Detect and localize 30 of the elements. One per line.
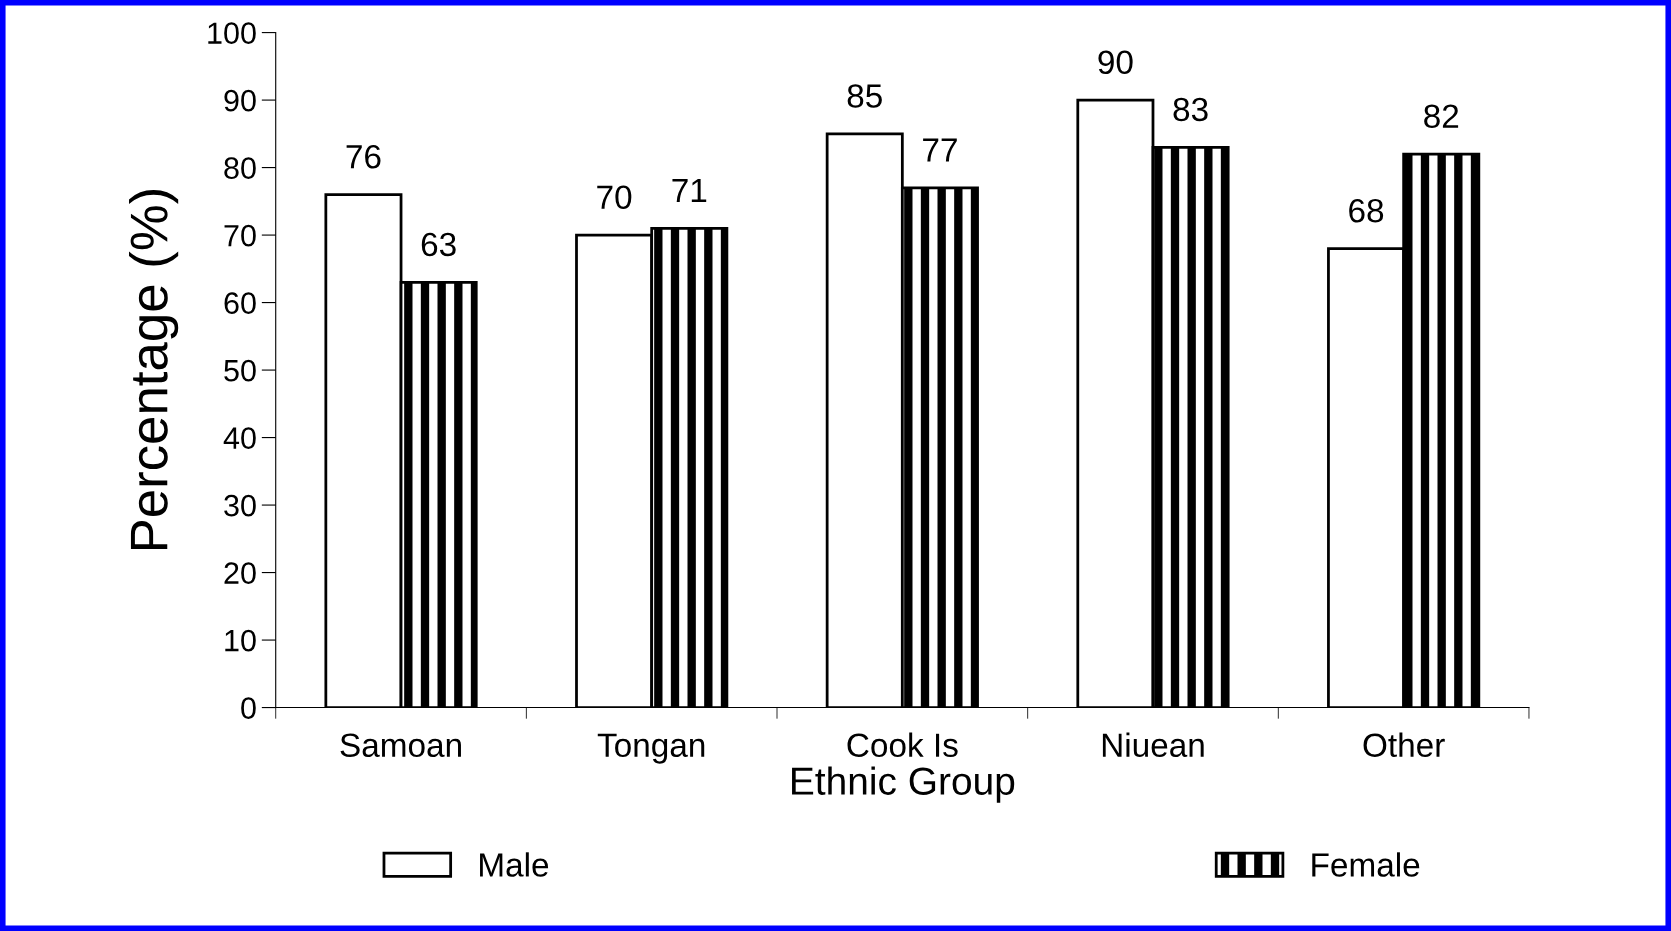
data-label: 77	[923, 138, 957, 162]
y-tick-label: 90	[224, 89, 256, 112]
y-tick-label: 70	[224, 224, 256, 247]
y-tick-label: 0	[241, 697, 256, 719]
y-tick-label: 10	[225, 629, 256, 652]
x-axis-title: Ethnic Group	[792, 766, 1015, 803]
data-label: 70	[597, 185, 632, 210]
y-axis-title: Percentage (%)	[129, 189, 179, 550]
y-tick-label: 40	[223, 427, 256, 449]
x-tick-label: Samoan	[340, 733, 461, 758]
y-tick-label: 20	[224, 562, 256, 584]
data-label: 83	[1173, 97, 1208, 122]
x-tick-label: Tongan	[597, 733, 705, 764]
data-label: 90	[1098, 50, 1133, 75]
x-tick-label: Cook Is	[847, 732, 958, 758]
data-label: 76	[346, 144, 381, 169]
x-tick-label: Other	[1363, 732, 1445, 758]
data-label: 85	[847, 84, 882, 108]
data-label: 82	[1424, 104, 1459, 129]
y-tick-label: 80	[224, 157, 256, 179]
data-label: 63	[421, 232, 456, 257]
legend-label: Male	[480, 852, 549, 877]
data-label: 71	[672, 179, 707, 202]
data-label: 68	[1349, 198, 1384, 223]
y-tick-label: 60	[224, 292, 256, 314]
y-tick-label: 30	[224, 494, 256, 517]
y-tick-label: 50	[224, 359, 256, 382]
y-tick-label: 100	[208, 22, 256, 44]
legend-label: Female	[1312, 852, 1420, 877]
x-tick-label: Niuean	[1102, 732, 1204, 758]
